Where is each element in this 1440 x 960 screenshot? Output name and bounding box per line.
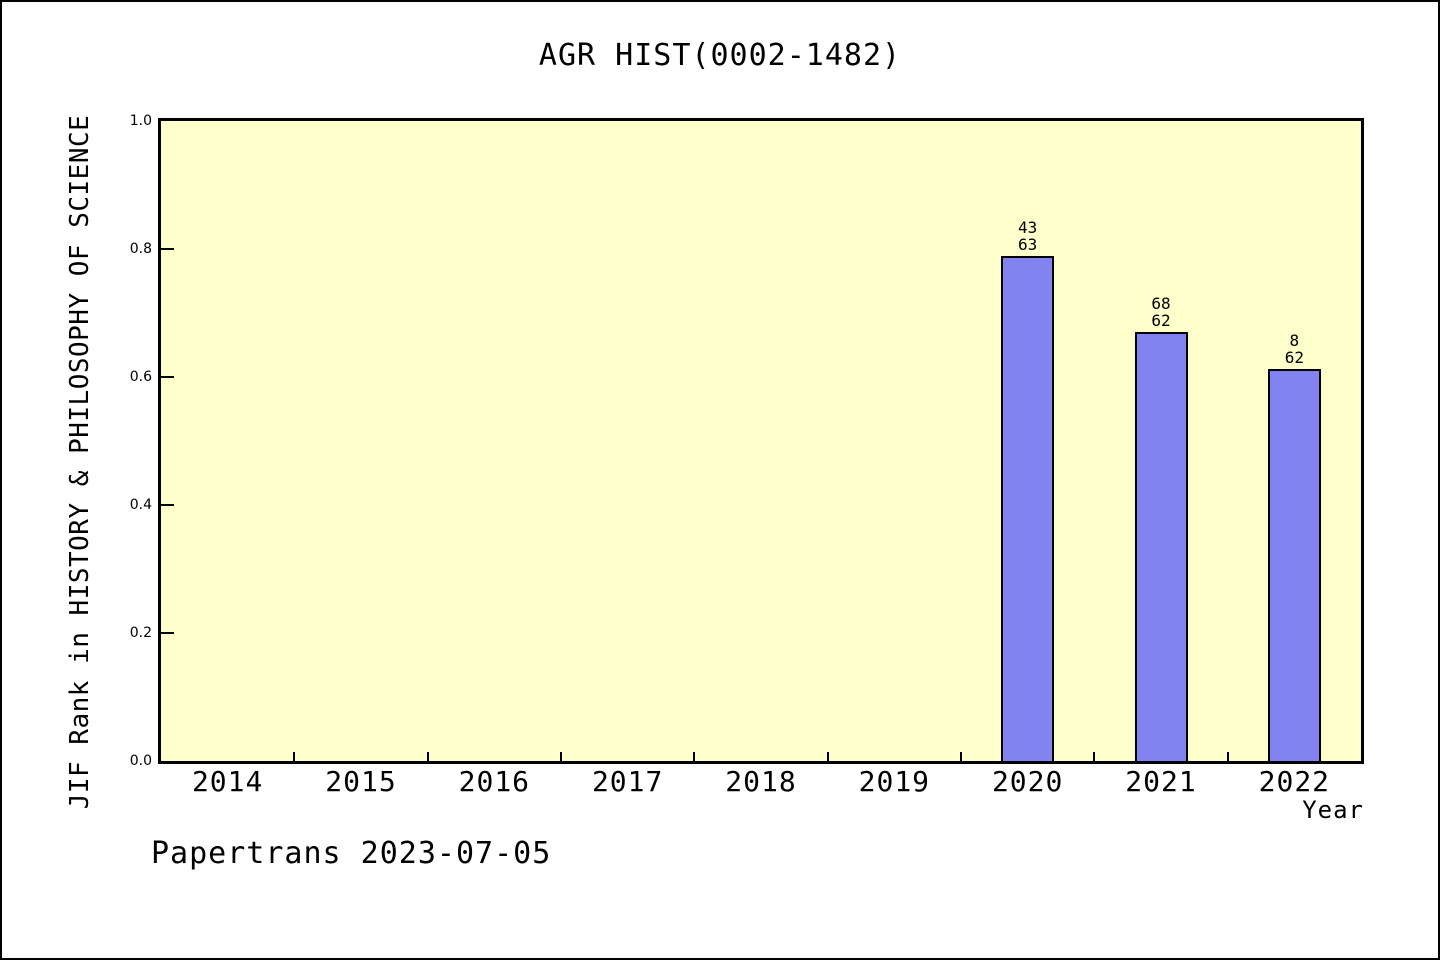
y-tick-label: 0.2 xyxy=(129,625,152,641)
x-axis-label: Year xyxy=(1302,796,1364,824)
x-tick-label-2022: 2022 xyxy=(1258,765,1331,798)
y-tick-mark xyxy=(161,376,174,378)
x-tick-mark xyxy=(1093,752,1096,761)
y-tick-label: 1.0 xyxy=(129,113,152,129)
x-tick-mark xyxy=(1226,752,1229,761)
chart-title: AGR HIST(0002-1482) xyxy=(538,38,902,73)
x-tick-mark xyxy=(426,752,429,761)
x-tick-label-2016: 2016 xyxy=(458,765,531,798)
x-tick-mark xyxy=(693,752,696,761)
bar-value-label-2020: 43 63 xyxy=(983,219,1073,253)
bar-value-line: 43 xyxy=(1018,218,1038,238)
x-tick-label-2019: 2019 xyxy=(858,765,931,798)
bar-value-label-2021: 68 62 xyxy=(1116,295,1206,329)
y-axis-label: JIF Rank in HISTORY & PHILOSOPHY OF SCIE… xyxy=(65,114,95,810)
x-tick-label-2021: 2021 xyxy=(1125,765,1197,798)
bar-2020 xyxy=(1001,256,1055,763)
y-tick-label: 0.6 xyxy=(129,369,152,385)
y-tick-label: 0.8 xyxy=(129,241,152,257)
bar-value-line: 63 xyxy=(1018,235,1038,255)
y-tick-mark xyxy=(161,248,174,250)
y-tick-mark xyxy=(161,632,174,634)
bar-2022 xyxy=(1267,369,1321,763)
x-tick-mark xyxy=(293,752,296,761)
y-tick-label: 0.4 xyxy=(129,497,152,513)
y-tick-label: 0.0 xyxy=(129,753,152,769)
x-tick-mark xyxy=(560,752,562,761)
footer-watermark: Papertrans 2023-07-05 xyxy=(151,836,552,871)
x-tick-label-2018: 2018 xyxy=(725,765,797,798)
x-tick-mark xyxy=(960,752,962,761)
x-tick-label-2014: 2014 xyxy=(191,765,264,798)
bar-value-label-2022: 8 62 xyxy=(1249,332,1339,366)
bar-value-line: 62 xyxy=(1151,311,1171,331)
bar-2021 xyxy=(1134,332,1188,763)
y-tick-mark xyxy=(161,504,174,506)
x-tick-label-2020: 2020 xyxy=(991,765,1064,798)
bar-value-line: 62 xyxy=(1284,348,1304,368)
x-tick-label-2015: 2015 xyxy=(325,765,397,798)
x-tick-label-2017: 2017 xyxy=(591,765,664,798)
bar-value-line: 68 xyxy=(1151,294,1171,314)
bar-value-line: 8 xyxy=(1289,331,1300,351)
x-tick-mark xyxy=(826,752,829,761)
